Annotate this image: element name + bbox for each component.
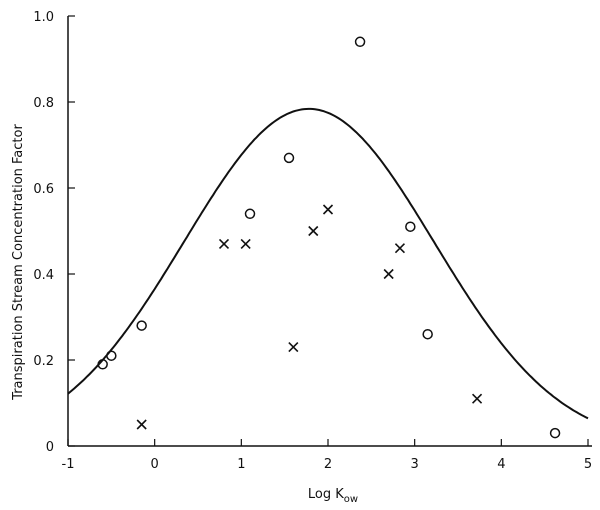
circle-point	[136, 320, 147, 331]
y-tick-label: 1.0	[33, 10, 54, 25]
circle-point	[354, 36, 366, 48]
cross-point	[322, 204, 334, 215]
cross-point	[240, 238, 251, 249]
cross-point	[288, 342, 299, 353]
fit-curve	[67, 107, 589, 420]
cross-stroke	[472, 393, 483, 404]
x-tick-label: 1	[237, 457, 245, 472]
x-tick-label: -1	[62, 457, 75, 472]
circle-point	[244, 208, 256, 220]
circle-point	[405, 221, 416, 232]
y-tick-label: 0.2	[33, 354, 54, 369]
ticks: -1 0 1 2 3 4 5 0 0.2 0.4 0.6 0.8 1.0	[33, 10, 592, 472]
circle-point	[97, 359, 108, 370]
cross-point	[472, 393, 483, 404]
y-tick-label: 0	[46, 440, 54, 455]
cross-point	[218, 238, 230, 249]
y-axis-title: Transpiration Stream Concentration Facto…	[11, 124, 26, 401]
cross-stroke	[394, 243, 405, 254]
x-tick-label: 5	[584, 457, 592, 472]
fit-curve-layer	[67, 107, 589, 420]
cross-stroke	[288, 342, 299, 353]
x-tick-label: 3	[411, 457, 419, 472]
axes	[67, 16, 592, 447]
circle-point	[422, 328, 433, 340]
cross-stroke	[322, 204, 334, 215]
circle-point	[106, 350, 117, 361]
y-tick-label: 0.8	[33, 96, 54, 111]
circle-point	[283, 152, 295, 164]
cross-point	[394, 243, 405, 254]
cross-stroke	[308, 225, 319, 237]
cross-stroke	[383, 268, 394, 280]
cross-stroke	[218, 238, 230, 249]
cross-stroke	[136, 419, 147, 430]
x-tick-label: 2	[324, 457, 332, 472]
data-points	[97, 36, 561, 439]
y-tick-label: 0.4	[33, 268, 54, 283]
circle-point	[549, 427, 561, 439]
cross-point	[136, 419, 147, 430]
x-tick-label: 0	[151, 457, 159, 472]
x-tick-label: 4	[497, 457, 505, 472]
x-axis-title: Log Kow	[308, 487, 358, 505]
x-axis-title-subscript: ow	[344, 494, 358, 505]
cross-stroke	[240, 238, 251, 249]
x-axis-title-main: Log K	[308, 487, 344, 502]
cross-point	[383, 268, 394, 280]
y-tick-label: 0.6	[33, 182, 54, 197]
cross-point	[308, 225, 319, 237]
